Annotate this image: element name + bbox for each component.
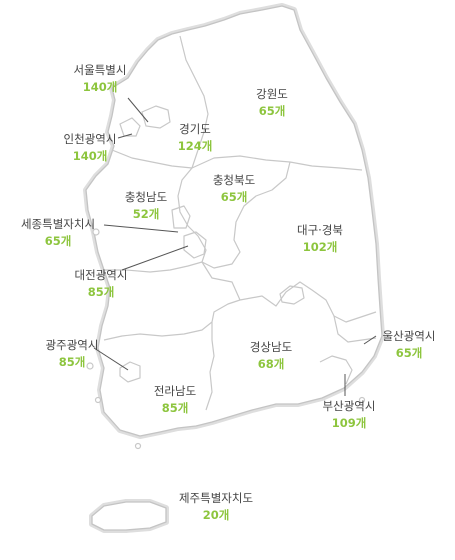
region-count: 65개 <box>220 190 248 204</box>
leader-daejeon <box>121 245 189 271</box>
region-name: 서울특별시 <box>73 63 127 77</box>
jeju-island <box>89 499 169 533</box>
label-daegu-gyeongbuk[interactable]: 대구·경북 102개 <box>280 222 360 256</box>
region-name: 경상남도 <box>249 340 293 354</box>
border-chungbuk-east <box>201 161 291 269</box>
label-sejong[interactable]: 세종특별자치시 65개 <box>12 216 104 250</box>
province-borders <box>103 35 377 411</box>
label-busan[interactable]: 부산광역시 109개 <box>304 398 394 432</box>
region-count: 124개 <box>177 139 213 153</box>
region-count: 140개 <box>72 149 108 163</box>
border-jeonbuk-north <box>104 261 241 301</box>
region-count: 65개 <box>258 104 286 118</box>
label-chungbuk[interactable]: 충청북도 65개 <box>196 172 272 206</box>
label-seoul[interactable]: 서울특별시 140개 <box>55 62 145 96</box>
label-gyeongnam[interactable]: 경상남도 68개 <box>233 339 309 373</box>
incheon-shape <box>119 117 141 137</box>
region-name: 광주광역시 <box>45 338 99 352</box>
region-count: 68개 <box>257 357 285 371</box>
leader-incheon <box>117 133 133 139</box>
region-count: 65개 <box>395 346 423 360</box>
label-ulsan[interactable]: 울산광역시 65개 <box>367 328 451 362</box>
leader-sejong <box>103 224 179 233</box>
region-name: 경기도 <box>179 122 211 136</box>
label-gwangju[interactable]: 광주광역시 85개 <box>22 337 122 371</box>
leader-ulsan <box>363 335 377 345</box>
label-gangwon[interactable]: 강원도 65개 <box>237 86 307 120</box>
region-name: 강원도 <box>256 87 288 101</box>
border-jeonnam-north <box>103 321 213 341</box>
region-name: 대구·경북 <box>297 223 343 237</box>
island <box>92 228 100 236</box>
region-count: 65개 <box>44 234 72 248</box>
border-ulsan <box>333 315 377 343</box>
region-name: 충청북도 <box>212 173 256 187</box>
island <box>86 362 94 370</box>
seoul-shape <box>141 105 171 129</box>
border-busan <box>319 355 353 385</box>
border-gangwon-south <box>191 155 363 171</box>
border-gyeongbuk-south <box>239 281 377 323</box>
region-name: 충청남도 <box>124 190 168 204</box>
region-count: 109개 <box>331 416 367 430</box>
gwangju-shape <box>119 361 141 383</box>
region-name: 울산광역시 <box>382 329 436 343</box>
region-count: 140개 <box>82 80 118 94</box>
label-incheon[interactable]: 인천광역시 140개 <box>45 131 135 165</box>
region-name: 세종특별자치시 <box>20 217 96 231</box>
island <box>94 396 102 404</box>
region-count: 85개 <box>87 285 115 299</box>
label-daejeon[interactable]: 대전광역시 85개 <box>51 267 151 301</box>
region-count: 102개 <box>302 240 338 254</box>
island <box>358 396 366 404</box>
border-gyeongnam-west <box>205 299 241 411</box>
region-name: 대전광역시 <box>74 268 128 282</box>
label-chungnam[interactable]: 충청남도 52개 <box>108 189 184 223</box>
region-name: 전라남도 <box>153 384 197 398</box>
border-capital-south <box>111 149 193 169</box>
border-daejeon <box>183 231 207 259</box>
border-daegu <box>279 285 305 305</box>
leader-lines <box>93 97 377 396</box>
region-count: 85개 <box>161 401 189 415</box>
label-jeju[interactable]: 제주특별자치도 20개 <box>166 490 266 524</box>
leader-gwangju <box>93 347 129 371</box>
island <box>134 442 142 450</box>
border-gyeonggi-gangwon <box>179 35 209 169</box>
region-name: 인천광역시 <box>63 132 117 146</box>
label-gyeonggi[interactable]: 경기도 124개 <box>160 121 230 155</box>
region-name: 제주특별자치도 <box>178 491 254 505</box>
label-jeonnam[interactable]: 전라남도 85개 <box>137 383 213 417</box>
region-name: 부산광역시 <box>322 399 376 413</box>
region-count: 20개 <box>202 508 230 522</box>
region-count: 52개 <box>132 207 160 221</box>
leader-seoul <box>127 97 149 123</box>
border-sejong <box>171 205 191 229</box>
region-count: 85개 <box>58 355 86 369</box>
